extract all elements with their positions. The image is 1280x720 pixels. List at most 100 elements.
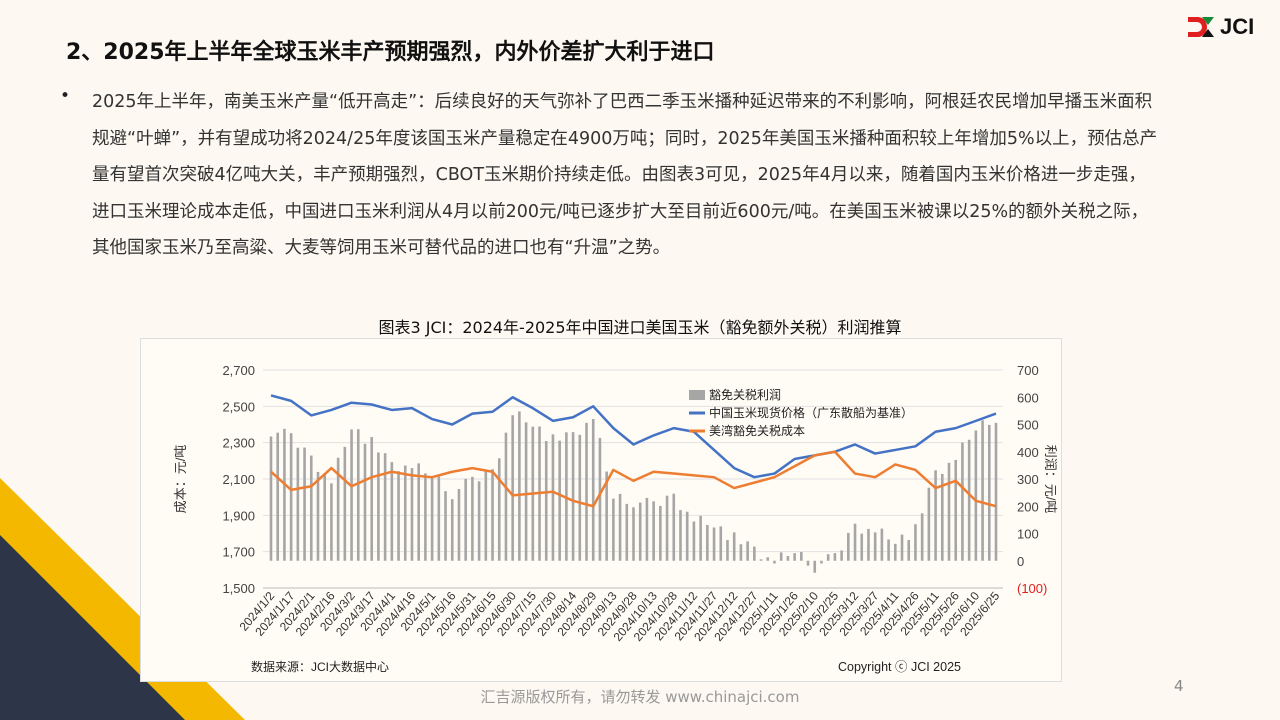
y-tick-label: 2,500 bbox=[222, 399, 255, 414]
profit-bar bbox=[793, 553, 796, 561]
profit-bar bbox=[444, 491, 447, 561]
y-axis-label: 成本：元/吨 bbox=[173, 445, 188, 514]
footer-copyright: 汇吉源版权所有，请勿转发 www.chinajci.com bbox=[480, 688, 800, 706]
y-tick-label: 2,100 bbox=[222, 472, 255, 487]
profit-bar bbox=[585, 422, 588, 561]
profit-bar bbox=[605, 471, 608, 561]
logo-mark-icon bbox=[1188, 17, 1214, 37]
profit-bar bbox=[471, 476, 474, 561]
profit-bar bbox=[726, 540, 729, 561]
profit-bar bbox=[907, 540, 911, 561]
profit-bar bbox=[947, 462, 951, 561]
profit-bar bbox=[692, 521, 696, 561]
profit-bar bbox=[632, 507, 635, 561]
profit-bar bbox=[511, 415, 514, 561]
profit-bar bbox=[303, 447, 306, 561]
profit-bar bbox=[659, 505, 662, 561]
profit-bar bbox=[880, 528, 884, 561]
profit-bar bbox=[578, 434, 582, 561]
chart-title: 图表3 JCI：2024年-2025年中国进口美国玉米（豁免额外关税）利润推算 bbox=[378, 318, 902, 337]
profit-bar bbox=[967, 439, 971, 561]
profit-bar bbox=[766, 557, 770, 561]
profit-bar bbox=[706, 524, 709, 561]
profit-bar bbox=[840, 550, 843, 561]
profit-bar bbox=[867, 528, 870, 561]
profit-bar bbox=[504, 432, 508, 561]
profit-bar bbox=[323, 473, 327, 561]
profit-bar bbox=[833, 553, 837, 561]
profit-bar bbox=[826, 554, 830, 561]
profit-bar bbox=[450, 499, 454, 561]
y2-tick-label: 600 bbox=[1017, 390, 1039, 405]
profit-bar bbox=[618, 493, 622, 561]
bullet-marker: • bbox=[60, 86, 71, 106]
profit-bar bbox=[612, 498, 615, 561]
profit-bar bbox=[424, 473, 427, 561]
profit-bar bbox=[934, 470, 937, 561]
profit-bar bbox=[370, 437, 373, 561]
profit-bar bbox=[981, 420, 984, 561]
profit-bar bbox=[873, 532, 877, 561]
profit-bar bbox=[719, 526, 723, 561]
profit-bar bbox=[484, 471, 488, 561]
profit-bar bbox=[598, 437, 602, 561]
profit-bar bbox=[900, 534, 904, 561]
legend-label: 美湾豁免关税成本 bbox=[709, 423, 805, 438]
profit-bar bbox=[625, 503, 629, 561]
y2-tick-label: 200 bbox=[1017, 499, 1039, 514]
y2-tick-label: 700 bbox=[1017, 363, 1039, 378]
profit-bar bbox=[685, 511, 689, 561]
profit-bar bbox=[524, 422, 528, 561]
logo-text: JCI bbox=[1220, 14, 1255, 39]
profit-bar bbox=[417, 463, 420, 561]
profit-bar bbox=[544, 441, 548, 561]
y-tick-label: 2,300 bbox=[222, 436, 255, 451]
body-paragraph: 2025年上半年，南美玉米产量“低开高走”：后续良好的天气弥补了巴西二季玉米播种… bbox=[92, 92, 1158, 259]
chart-area: 2,700 2,500 2,300 2,100 1,900 1,700 1,500 700 60… bbox=[140, 338, 1062, 682]
profit-bar bbox=[672, 493, 676, 561]
profit-bar bbox=[276, 432, 280, 561]
profit-bar bbox=[430, 476, 434, 561]
profit-bar bbox=[974, 430, 978, 561]
profit-bar bbox=[363, 443, 367, 561]
profit-bar bbox=[457, 488, 461, 561]
profit-bar bbox=[571, 432, 575, 561]
y-tick-label: 1,700 bbox=[222, 545, 255, 560]
profit-bar bbox=[591, 419, 595, 561]
profit-bar bbox=[343, 446, 347, 561]
legend-label: 中国玉米现货价格（广东散船为基准） bbox=[709, 405, 913, 420]
profit-bar bbox=[269, 436, 273, 561]
profit-bar bbox=[679, 510, 682, 561]
profit-bar bbox=[336, 457, 340, 561]
profit-bar bbox=[806, 560, 810, 566]
profit-bar bbox=[887, 539, 890, 561]
profit-bar bbox=[860, 533, 864, 561]
profit-bar bbox=[746, 541, 749, 561]
profit-bar bbox=[316, 471, 320, 561]
y2-axis-label: 利润：元/吨 bbox=[1043, 445, 1058, 514]
profit-bar bbox=[914, 524, 917, 561]
profit-bar bbox=[289, 433, 293, 561]
y-tick-label: 1,900 bbox=[222, 508, 255, 523]
y2-tick-label: 100 bbox=[1017, 527, 1039, 542]
profit-bar bbox=[518, 411, 521, 561]
profit-bar bbox=[403, 465, 407, 561]
page-title: 2、2025年上半年全球玉米丰产预期强烈，内外价差扩大利于进口 bbox=[66, 40, 715, 65]
y2-tick-label: 400 bbox=[1017, 445, 1039, 460]
profit-bar bbox=[652, 501, 655, 561]
profit-bar bbox=[987, 424, 991, 561]
legend-swatch-bar bbox=[689, 390, 705, 400]
profit-bar bbox=[739, 544, 743, 561]
profit-bar bbox=[779, 552, 783, 561]
profit-bar bbox=[800, 552, 803, 561]
profit-bar bbox=[927, 487, 931, 561]
profit-bar bbox=[497, 458, 501, 561]
profit-bar bbox=[330, 483, 333, 561]
profit-bar bbox=[283, 428, 286, 561]
profit-bar bbox=[699, 515, 702, 561]
chart-copyright: Copyright ⓒ JCI 2025 bbox=[838, 660, 961, 674]
profit-bar bbox=[894, 543, 897, 561]
profit-bar bbox=[356, 429, 360, 561]
profit-bar bbox=[712, 527, 716, 561]
y-tick-label: 2,700 bbox=[222, 363, 255, 378]
